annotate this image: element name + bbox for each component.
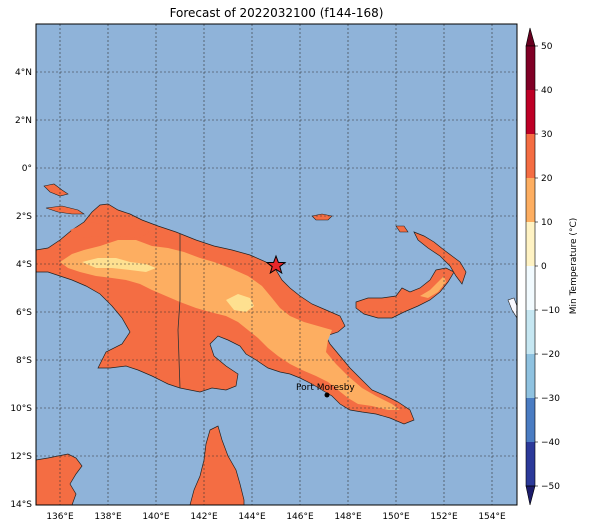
colorbar-tick-label: −10 bbox=[541, 306, 560, 316]
star-marker-icon[interactable] bbox=[265, 254, 287, 275]
lon-tick: 144°E bbox=[238, 512, 266, 522]
island-north-small bbox=[311, 213, 333, 221]
map-title: Forecast of 2022032100 (f144-168) bbox=[169, 6, 384, 20]
colorbar-bin bbox=[526, 354, 535, 398]
colorbar-tick-label: 20 bbox=[541, 174, 553, 184]
lat-tick: 2°N bbox=[15, 116, 32, 126]
coastal-warm-strip bbox=[70, 222, 150, 238]
colorbar-title: Min Temperature (°C) bbox=[569, 218, 579, 315]
colorbar-tick-label: 30 bbox=[541, 130, 553, 140]
lat-tick: 12°S bbox=[10, 452, 32, 462]
new-ireland-island bbox=[413, 231, 467, 285]
lon-tick: 152°E bbox=[430, 512, 458, 522]
colorbar-bin bbox=[526, 178, 535, 222]
land-layer bbox=[36, 183, 517, 505]
cape-york bbox=[189, 425, 245, 505]
colorbar: 50 40 30 20 10 0 −10 −20 −30 −40 −50 Min… bbox=[525, 27, 579, 506]
lat-tick: 0° bbox=[22, 164, 32, 174]
city-label: Port Moresby bbox=[296, 383, 355, 393]
colorbar-tick-label: 50 bbox=[541, 42, 553, 52]
colorbar-bin bbox=[526, 310, 535, 354]
colorbar-bottom-arrow bbox=[525, 485, 536, 506]
colorbar-tick-label: −50 bbox=[541, 482, 560, 492]
colorbar-tick-label: 40 bbox=[541, 86, 553, 96]
lon-tick: 140°E bbox=[142, 512, 170, 522]
lat-tick: 14°S bbox=[10, 500, 32, 510]
colorbar-tick-label: −40 bbox=[541, 438, 560, 448]
cold-highland-core-2 bbox=[226, 294, 254, 312]
colorbar-bin bbox=[526, 90, 535, 134]
lat-tick: 10°S bbox=[10, 404, 32, 414]
colorbar-bin bbox=[526, 134, 535, 178]
island-nw-2 bbox=[45, 205, 85, 215]
lat-tick-labels: 4°N 2°N 0° 2°S 4°S 6°S 8°S 10°S 12°S 14°… bbox=[10, 68, 32, 510]
lon-tick: 148°E bbox=[334, 512, 362, 522]
colorbar-bin bbox=[526, 266, 535, 310]
lon-tick: 146°E bbox=[286, 512, 314, 522]
colorbar-tick-label: −20 bbox=[541, 350, 560, 360]
lat-tick: 4°N bbox=[15, 68, 32, 78]
island-ne-small bbox=[395, 225, 409, 233]
colorbar-tick-label: 0 bbox=[541, 262, 547, 272]
map-frame bbox=[35, 23, 518, 506]
highland-band bbox=[60, 240, 400, 410]
new-britain-inner bbox=[420, 276, 446, 298]
city-dot bbox=[324, 392, 330, 398]
lon-tick: 136°E bbox=[46, 512, 74, 522]
colorbar-tick-label: 10 bbox=[541, 218, 553, 228]
graticule bbox=[36, 24, 517, 505]
cold-highland-core-1 bbox=[82, 258, 156, 272]
colorbar-bin bbox=[526, 46, 535, 90]
border-line bbox=[177, 234, 181, 389]
lat-tick: 4°S bbox=[16, 260, 32, 270]
lon-tick: 154°E bbox=[478, 512, 506, 522]
colorbar-top-arrow bbox=[525, 27, 536, 47]
lat-tick: 8°S bbox=[16, 356, 32, 366]
arnhem-land bbox=[36, 453, 83, 505]
colorbar-bin bbox=[526, 222, 535, 266]
colorbar-bin bbox=[526, 398, 535, 442]
island-nw-1 bbox=[43, 183, 69, 197]
lon-tick: 142°E bbox=[190, 512, 218, 522]
colorbar-bin bbox=[526, 442, 535, 486]
lon-tick: 138°E bbox=[94, 512, 122, 522]
island-east-edge bbox=[507, 297, 517, 319]
lat-tick: 6°S bbox=[16, 308, 32, 318]
colorbar-ticks bbox=[535, 45, 538, 487]
colorbar-tick-label: −30 bbox=[541, 394, 560, 404]
lon-tick-labels: 136°E 138°E 140°E 142°E 144°E 146°E 148°… bbox=[46, 512, 506, 522]
lon-tick: 150°E bbox=[382, 512, 410, 522]
lat-tick: 2°S bbox=[16, 212, 32, 222]
